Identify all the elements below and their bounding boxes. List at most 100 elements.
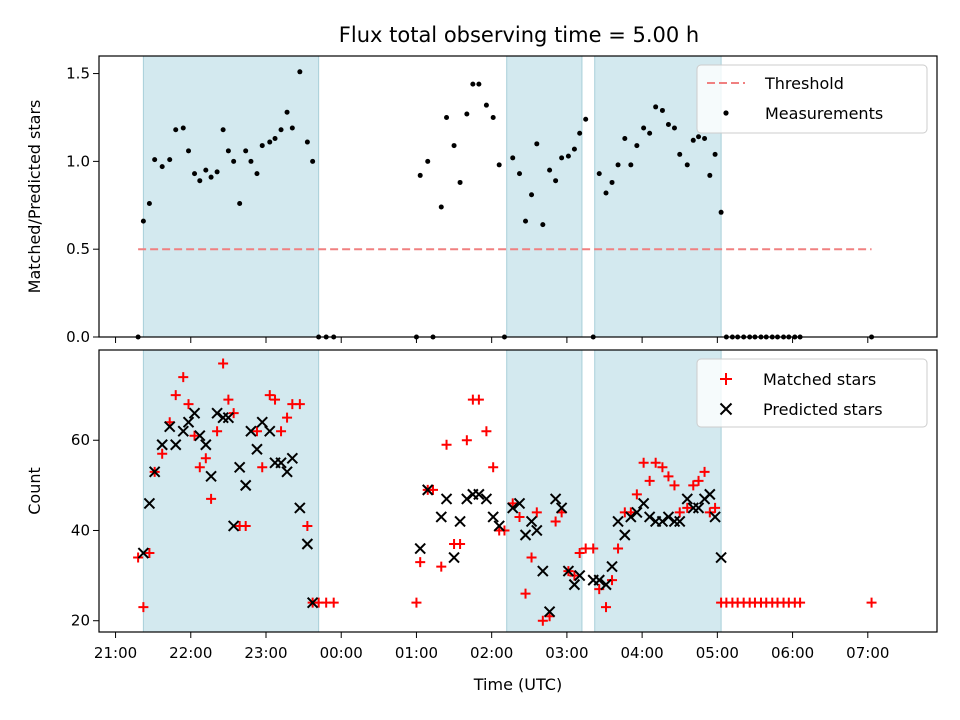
bottom-legend: Matched stars Predicted stars: [696, 358, 928, 428]
measurements-point: [665, 121, 671, 127]
predicted-stars-point: [531, 524, 543, 537]
predicted-stars-point: [275, 457, 287, 469]
measurements-point: [547, 167, 553, 173]
measurements-point: [634, 143, 640, 149]
matched-stars-point: [699, 466, 710, 477]
bottom-legend-box: [696, 358, 928, 428]
matched-stars-point: [427, 484, 438, 495]
measurements-point: [718, 209, 724, 215]
measurements-point: [451, 143, 457, 149]
matched-stars-point: [607, 575, 618, 586]
matched-stars-point: [613, 543, 624, 554]
predicted-stars-point: [164, 420, 176, 433]
measurements-point: [496, 162, 502, 168]
matched-stars-point: [264, 390, 275, 401]
matched-stars-point: [194, 462, 205, 473]
predicted-stars-point: [631, 506, 643, 519]
measurements-point: [214, 169, 220, 175]
measurements-point: [510, 155, 516, 161]
measurements-point: [603, 190, 609, 196]
predicted-stars-point: [222, 411, 235, 424]
bottom-y-axis-label: Count: [25, 467, 44, 515]
measurements-point: [304, 139, 310, 145]
predicted-stars-point: [205, 470, 217, 483]
predicted-stars-point: [709, 511, 721, 523]
predicted-stars-point: [211, 407, 223, 419]
measurements-point: [180, 125, 186, 131]
measurements-point: [583, 116, 589, 122]
matched-stars-point: [455, 539, 466, 550]
measurements-point: [553, 178, 559, 184]
measurements-point: [523, 218, 529, 224]
x-tick-label: 07:00: [846, 644, 889, 662]
predicted-stars-point: [487, 511, 499, 523]
predicted-stars-point: [256, 416, 268, 428]
predicted-stars-point: [662, 511, 675, 523]
measurements-point: [417, 172, 423, 178]
predicted-stars-point: [251, 443, 263, 455]
predicted-stars-point: [435, 511, 447, 523]
measurements-point: [622, 136, 628, 142]
matched-stars-point: [223, 394, 234, 405]
matched-stars-point: [601, 602, 612, 613]
y-tick-label: 1.0: [66, 152, 90, 170]
predicted-stars-point: [264, 425, 276, 437]
matched-stars-point: [218, 358, 229, 369]
top-y-axis-label: Matched/Predicted stars: [25, 100, 44, 294]
matched-stars-point: [531, 507, 542, 518]
predicted-stars-point: [414, 542, 426, 555]
x-tick-label: 22:00: [169, 644, 212, 662]
predicted-stars-point: [637, 497, 650, 510]
y-tick-label: 1.5: [66, 65, 90, 83]
y-tick-label: 60: [71, 431, 90, 449]
predicted-stars-point: [715, 551, 727, 564]
predicted-stars-point: [194, 430, 206, 442]
predicted-stars-point: [555, 502, 568, 514]
matched-stars-point: [514, 511, 525, 522]
measurements-point: [225, 148, 231, 154]
predicted-legend-swatch: [719, 402, 733, 416]
matched-stars-point: [520, 588, 531, 599]
predicted-stars-point: [473, 488, 485, 501]
measurements-point: [707, 172, 713, 178]
matched-stars-point: [795, 597, 806, 608]
predicted-stars-point: [200, 439, 212, 451]
measurements-point: [254, 171, 260, 177]
top-legend-box: [696, 64, 928, 134]
predicted-stars-point: [606, 560, 618, 573]
shaded-interval: [142, 55, 320, 338]
predicted-stars-point: [593, 574, 605, 586]
predicted-stars-point: [143, 497, 156, 510]
shaded-interval: [142, 349, 320, 633]
measurements-point: [310, 158, 316, 164]
predicted-stars-point: [188, 407, 201, 419]
x-tick-label: 21:00: [94, 644, 137, 662]
y-tick-label: 0.5: [66, 240, 90, 258]
x-tick-label: 00:00: [320, 644, 363, 662]
x-tick-label: 23:00: [244, 644, 287, 662]
top-legend: Threshold Measurements: [696, 64, 928, 134]
measurements-point: [684, 162, 690, 168]
top-panel: 0.0 0.5 1.0 1.5 Matched/Predicted stars Thr…: [25, 55, 938, 346]
predicted-stars-point: [301, 538, 314, 550]
measurements-point: [571, 146, 577, 152]
matched-stars-point: [183, 399, 194, 410]
measurements-point: [559, 155, 565, 161]
bottom-panel: 20 40 60 21:00 22:00 23:00 00:00 01:00 02:00 03:…: [25, 349, 938, 694]
matched-stars-point: [251, 426, 262, 437]
measurements-point: [203, 167, 209, 173]
measurements-point: [173, 127, 179, 133]
matched-stars-point: [638, 457, 649, 468]
predicted-stars-point: [543, 605, 556, 618]
matched-stars-point: [650, 457, 661, 468]
predicted-stars-point: [454, 515, 466, 528]
measurements-point: [220, 127, 226, 133]
measurements-point: [690, 137, 696, 143]
measurements-point: [529, 192, 535, 198]
predicted-stars-point: [227, 520, 240, 532]
measurements-point: [186, 148, 192, 154]
x-tick-label: 03:00: [545, 644, 588, 662]
predicted-stars-point: [562, 565, 575, 577]
measurements-point: [152, 157, 158, 163]
matched-legend-label: Matched stars: [763, 370, 876, 389]
